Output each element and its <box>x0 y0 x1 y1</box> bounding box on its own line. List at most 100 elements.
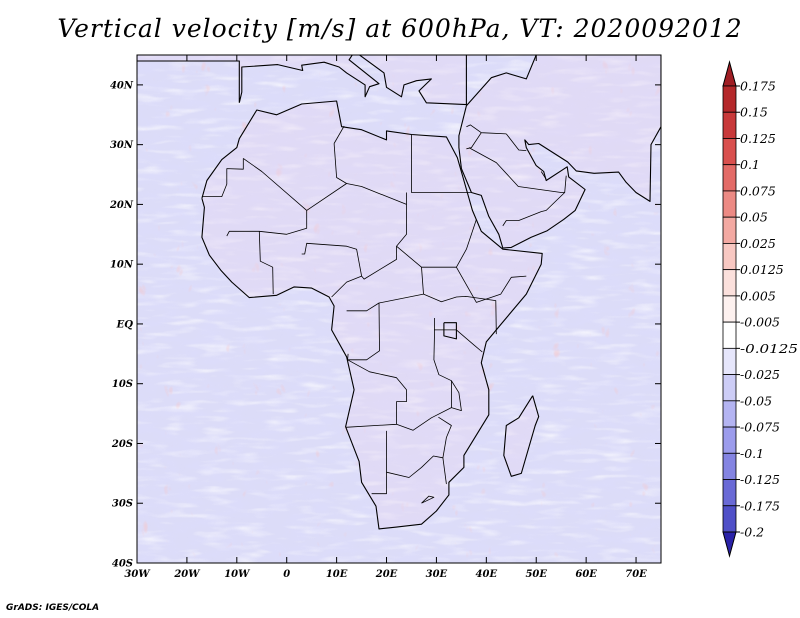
lat-tick-label: 40N <box>110 80 134 91</box>
country-border <box>540 171 547 180</box>
colorbar-label: -0.025 <box>740 367 780 382</box>
colorbar-swatch <box>722 190 737 218</box>
lon-tick-label: 10E <box>326 569 348 580</box>
lake-victoria-outline <box>443 322 457 340</box>
lon-tick-label: 10W <box>224 569 251 580</box>
country-border <box>345 359 407 428</box>
colorbar-swatch <box>722 269 737 297</box>
colorbar-label: 0.1 <box>740 157 760 172</box>
land-area <box>458 55 661 248</box>
country-border <box>411 134 471 193</box>
colorbar-label: -0.2 <box>740 525 764 540</box>
country-border <box>301 242 363 298</box>
colorbar-swatch <box>722 216 737 244</box>
longitude-axis: 30W 20W 10W 0 10E 20E 30E 40E 50E 60E 70E <box>124 55 647 580</box>
colorbar-bottom-triangle <box>722 531 737 558</box>
lon-tick-label: 0 <box>283 569 290 580</box>
colorbar-swatch <box>722 347 737 375</box>
lat-tick-label: EQ <box>116 319 134 330</box>
lat-tick-label: 10N <box>110 260 134 271</box>
land-area <box>503 395 539 477</box>
colorbar-swatch <box>722 164 737 192</box>
country-border <box>258 231 274 295</box>
colorbar-label: 0.175 <box>740 79 776 94</box>
colorbar-swatch <box>722 452 737 480</box>
colorbar-label: 0.05 <box>740 210 768 225</box>
colorbar-label: 0.125 <box>740 131 776 146</box>
country-border <box>226 158 308 237</box>
country-border <box>421 495 435 504</box>
country-border <box>456 267 527 303</box>
colorbar-swatch <box>722 295 737 323</box>
lon-tick-label: 30E <box>426 569 448 580</box>
country-border <box>466 132 482 150</box>
europe-coastline <box>137 55 467 106</box>
colorbar-label: 0.0125 <box>740 262 784 277</box>
colorbar-swatch <box>722 400 737 428</box>
country-border <box>442 457 447 485</box>
colorbar-swatch <box>722 138 737 166</box>
colorbar-swatch <box>722 243 737 271</box>
colorbar-label: -0.125 <box>740 472 780 487</box>
lat-tick-label: 10S <box>112 379 133 390</box>
country-border <box>466 124 507 135</box>
colorbar-label: -0.05 <box>740 393 772 408</box>
country-border <box>386 416 452 478</box>
country-border <box>505 133 527 151</box>
arabia-coastline <box>458 55 661 249</box>
colorbar-swatch <box>722 426 737 454</box>
lon-tick-label: 60E <box>575 569 597 580</box>
lon-tick-label: 20E <box>375 569 398 580</box>
lon-tick-label: 30W <box>124 569 151 580</box>
colorbar-top-triangle <box>722 60 737 87</box>
coastlines-and-borders <box>137 55 661 530</box>
lat-tick-label: 20S <box>111 439 133 450</box>
colorbar-label: 0.025 <box>740 236 776 251</box>
country-border <box>306 183 407 280</box>
country-border <box>347 302 380 361</box>
lon-tick-label: 70E <box>625 569 647 580</box>
colorbar-swatch <box>722 111 737 139</box>
lat-tick-label: 20N <box>109 200 134 211</box>
colorbar-swatch <box>722 479 737 507</box>
colorbar-legend: 0.175 0.15 0.125 0.1 0.075 0.05 0.025 0.0125 0.0… <box>722 60 798 558</box>
country-border <box>346 293 424 312</box>
country-border <box>468 147 566 227</box>
grads-credit: GrADS: IGES/COLA <box>6 603 100 613</box>
colorbar-swatch <box>722 374 737 402</box>
plot-frame <box>136 54 662 564</box>
colorbar-label: -0.175 <box>740 498 780 513</box>
madagascar-coastline <box>503 395 540 477</box>
country-border <box>371 430 387 495</box>
latitude-axis: 40N 30N 20N 10N EQ 10S 20S 30S 40S <box>109 80 661 570</box>
country-border <box>333 125 345 144</box>
country-border <box>564 175 567 193</box>
colorbar-label: -0.075 <box>740 420 780 435</box>
country-border <box>333 143 347 184</box>
country-border <box>434 329 483 353</box>
lon-tick-label: 40E <box>476 569 498 580</box>
colorbar-label: 0.075 <box>740 183 776 198</box>
colorbar-label: -0.0125 <box>740 341 798 356</box>
lat-tick-label: 30S <box>112 499 133 510</box>
africa-landmass <box>137 55 661 529</box>
colorbar-label: 0.005 <box>740 288 776 303</box>
land-area <box>137 55 467 105</box>
map-title: Vertical velocity [m/s] at 600hPa, VT: 2… <box>57 14 743 43</box>
colorbar-swatch <box>722 505 737 533</box>
colorbar-swatch <box>722 85 737 113</box>
colorbar-label: -0.005 <box>740 315 780 330</box>
country-border <box>201 158 244 198</box>
colorbar-label: -0.1 <box>740 446 764 461</box>
lat-tick-label: 40S <box>112 559 133 570</box>
colorbar-label: 0.15 <box>740 105 768 120</box>
country-border <box>451 380 462 412</box>
lon-tick-label: 20W <box>173 569 201 580</box>
africa-coastline <box>201 100 543 530</box>
lat-tick-label: 30N <box>110 140 134 151</box>
colorbar-swatch <box>722 321 737 349</box>
lon-tick-label: 50E <box>525 569 547 580</box>
land-area <box>201 101 543 529</box>
vertical-velocity-field <box>137 55 661 563</box>
